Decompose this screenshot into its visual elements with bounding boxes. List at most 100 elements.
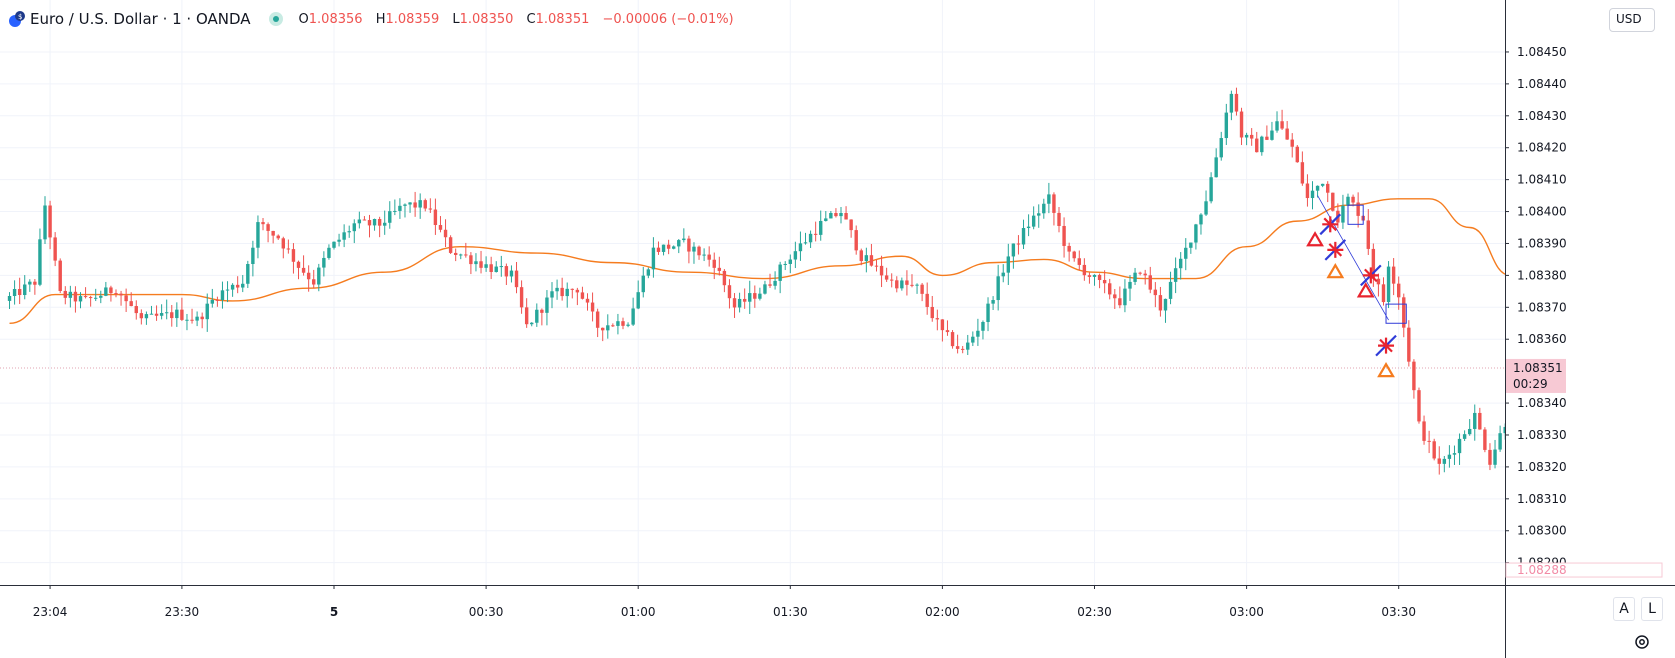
candle-body (210, 299, 215, 304)
candle-body (448, 237, 453, 253)
candle-body (1229, 93, 1234, 113)
candle-body (712, 259, 716, 268)
candle-body (1097, 274, 1102, 281)
candle-body (484, 264, 488, 268)
candle-body (971, 336, 975, 343)
candle-body (585, 298, 590, 303)
candle-body (1087, 275, 1092, 277)
candle-body (180, 309, 184, 320)
drawing-tools-layer[interactable] (1317, 195, 1407, 324)
market-open-icon (268, 12, 283, 26)
price-tick-label: 1.08320 (1517, 460, 1567, 474)
candle-body (1011, 243, 1016, 257)
candle-body (438, 225, 443, 230)
price-tick-label: 1.08420 (1517, 141, 1567, 155)
candle-body (286, 248, 291, 250)
open-value: 1.08356 (308, 11, 363, 27)
candle-body (352, 223, 356, 232)
candle-body (671, 246, 676, 249)
candle-body (7, 295, 12, 301)
candle-body (808, 233, 813, 243)
candle-body (940, 319, 945, 331)
candle-body (1082, 264, 1087, 276)
candle-body (372, 219, 377, 226)
candle-body (824, 218, 828, 221)
candle-body (960, 348, 965, 350)
candle-body (930, 306, 934, 319)
candle-body (890, 279, 894, 281)
candle-body (1391, 266, 1396, 284)
candle-body (114, 293, 118, 295)
candle-body (763, 284, 767, 294)
candle-body (159, 313, 164, 316)
close-value: 1.08351 (535, 11, 590, 27)
candle-body (1148, 275, 1152, 290)
range-rectangle (1347, 204, 1364, 225)
candle-body (910, 284, 914, 286)
candle-body (702, 254, 706, 256)
candle-body (783, 263, 787, 265)
gear-icon[interactable] (1633, 633, 1651, 651)
candle-body (1031, 215, 1036, 227)
candle-body (986, 303, 990, 322)
candle-body (859, 250, 863, 262)
candle-body (241, 283, 245, 288)
candle-body (697, 246, 701, 256)
candle-body (337, 239, 341, 242)
candle-body (1493, 449, 1497, 465)
candle-body (819, 220, 823, 235)
candle-body (48, 205, 52, 238)
candle-body (925, 293, 929, 307)
price-tick-label: 1.08450 (1517, 45, 1567, 59)
log-scale-button[interactable]: L (1641, 597, 1663, 621)
candle-body (1457, 438, 1462, 454)
candle-body (256, 222, 260, 248)
candle-body (1067, 245, 1071, 252)
candle-body (423, 200, 427, 209)
price-tick-label: 1.08370 (1517, 300, 1567, 314)
candle-body (1397, 283, 1401, 298)
candle-body (565, 288, 569, 297)
candle-body (839, 212, 843, 217)
candle-body (707, 254, 711, 260)
candle-body (1376, 278, 1381, 285)
candle-body (1351, 196, 1355, 203)
candle-body (12, 289, 17, 296)
candle-body (251, 247, 255, 265)
moving-average-line (9, 198, 1541, 324)
candle-body (129, 301, 133, 307)
candle-body (17, 289, 22, 296)
time-tick-label: 01:30 (773, 605, 808, 619)
candle-body (261, 222, 265, 225)
candle-body (1052, 194, 1056, 213)
time-tick-label: 01:00 (621, 605, 656, 619)
low-label: L (452, 11, 460, 27)
candle-body (1412, 361, 1416, 391)
candle-body (1249, 134, 1254, 139)
candle-body (1320, 183, 1325, 186)
candle-body (504, 266, 509, 277)
high-label: H (375, 11, 386, 27)
candle-body (682, 238, 686, 241)
candle-body (1133, 272, 1137, 282)
auto-scale-button[interactable]: A (1613, 597, 1635, 621)
candle-body (626, 324, 630, 326)
candle-body (580, 292, 585, 299)
price-tick-label: 1.08340 (1517, 396, 1567, 410)
price-tick-label: 1.08360 (1517, 332, 1567, 346)
currency-button[interactable]: USD (1609, 8, 1655, 32)
candle-body (1366, 220, 1370, 249)
candle-body (215, 299, 220, 301)
candle-body (1026, 226, 1031, 229)
candle-body (38, 239, 42, 285)
candle-body (1016, 243, 1021, 245)
candle-body (514, 270, 519, 288)
candle-body (1346, 196, 1350, 206)
candle-body (1143, 273, 1147, 276)
candle-body (606, 325, 610, 331)
symbol-title[interactable]: Euro / U.S. Dollar · 1 · OANDA (30, 10, 251, 28)
candle-body (874, 265, 879, 267)
candle-body (1326, 183, 1330, 193)
candle-body (636, 292, 640, 309)
